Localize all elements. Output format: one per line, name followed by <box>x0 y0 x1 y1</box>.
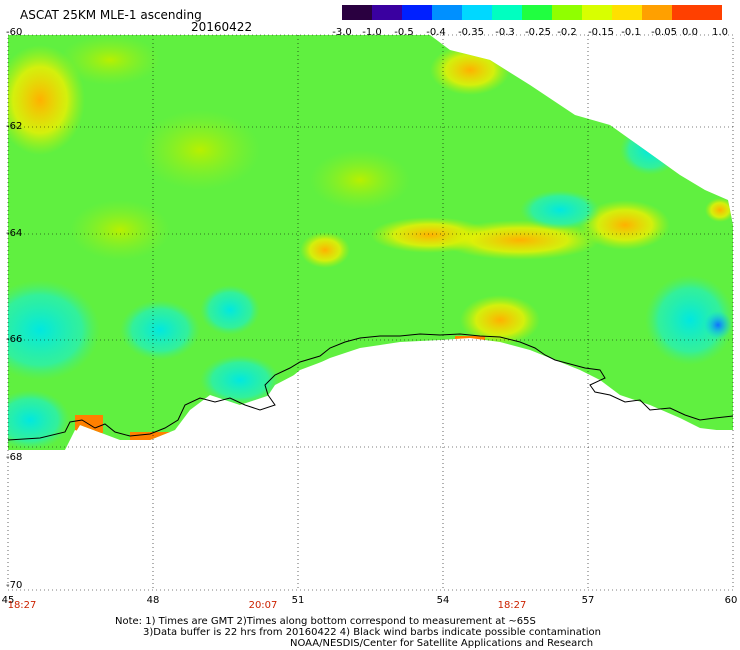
colorbar-tick: -3.0 <box>332 27 352 38</box>
lon-label: 57 <box>581 595 595 606</box>
colorbar-tick: -0.25 <box>525 27 551 38</box>
note-line-2: 3)Data buffer is 22 hrs from 20160422 4)… <box>143 627 601 638</box>
map-date: 20160422 <box>191 20 253 34</box>
time-label: 18:27 <box>7 600 37 611</box>
lat-label: -68 <box>6 452 23 463</box>
lon-label: 60 <box>724 595 738 606</box>
colorbar-tick: -0.15 <box>588 27 614 38</box>
time-label: 18:27 <box>497 600 527 611</box>
land-mass <box>8 338 733 598</box>
lon-label: 54 <box>436 595 450 606</box>
lat-label: -60 <box>6 27 23 38</box>
lon-label: 51 <box>291 595 305 606</box>
lon-label: 48 <box>146 595 160 606</box>
colorbar-tick: -0.4 <box>426 27 446 38</box>
colorbar-tick: -0.5 <box>394 27 414 38</box>
lat-label: -64 <box>6 228 23 239</box>
map-title: ASCAT 25KM MLE-1 ascending <box>20 8 202 22</box>
colorbar-tick: -0.35 <box>458 27 484 38</box>
lon-label: 45 <box>1 595 15 606</box>
colorbar-tick: -0.05 <box>651 27 677 38</box>
note-line-1: Note: 1) Times are GMT 2)Times along bot… <box>115 616 536 627</box>
colorbar-tick: -1.0 <box>362 27 382 38</box>
note-line-3: NOAA/NESDIS/Center for Satellite Applica… <box>290 638 594 649</box>
time-label: 20:07 <box>248 600 278 611</box>
colorbar <box>342 5 722 20</box>
colorbar-tick: -0.1 <box>621 27 641 38</box>
colorbar-tick: 0.0 <box>682 27 698 38</box>
lat-label: -62 <box>6 121 23 132</box>
colorbar-tick: -0.2 <box>557 27 577 38</box>
lat-label: -70 <box>6 580 23 591</box>
lat-lon-grid <box>8 35 733 590</box>
colorbar-tick: -0.3 <box>495 27 515 38</box>
lat-label: -66 <box>6 334 23 345</box>
colorbar-tick: 1.0 <box>712 27 728 38</box>
